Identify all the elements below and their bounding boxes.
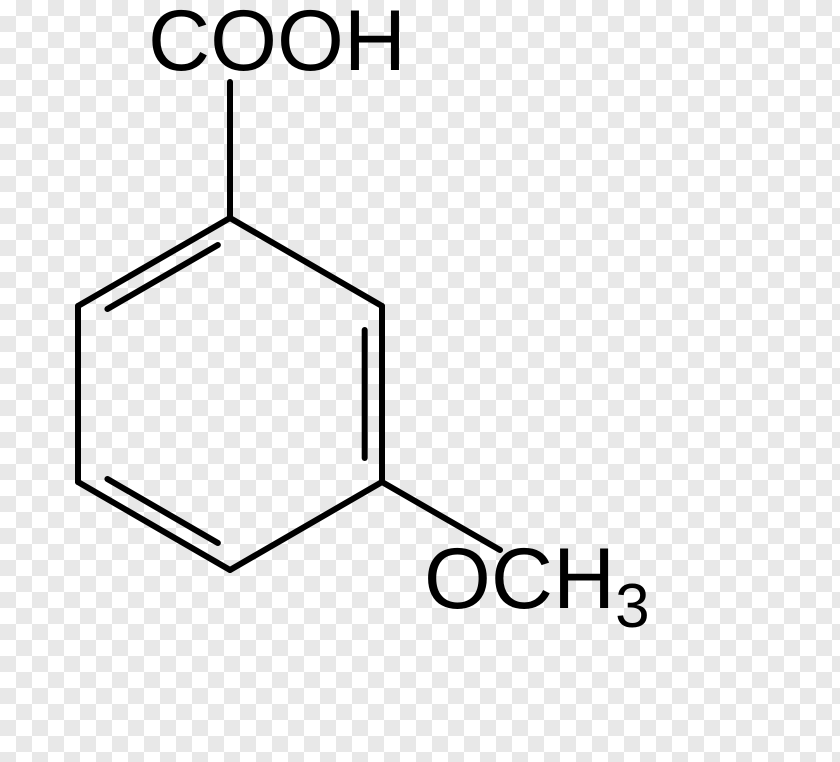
cooh-label: COOH [148, 0, 406, 89]
och3-label: OCH3 [424, 531, 650, 641]
bonds-layer [78, 82, 500, 570]
labels-layer: COOH OCH3 [148, 0, 650, 641]
molecule-diagram: COOH OCH3 [0, 0, 840, 762]
